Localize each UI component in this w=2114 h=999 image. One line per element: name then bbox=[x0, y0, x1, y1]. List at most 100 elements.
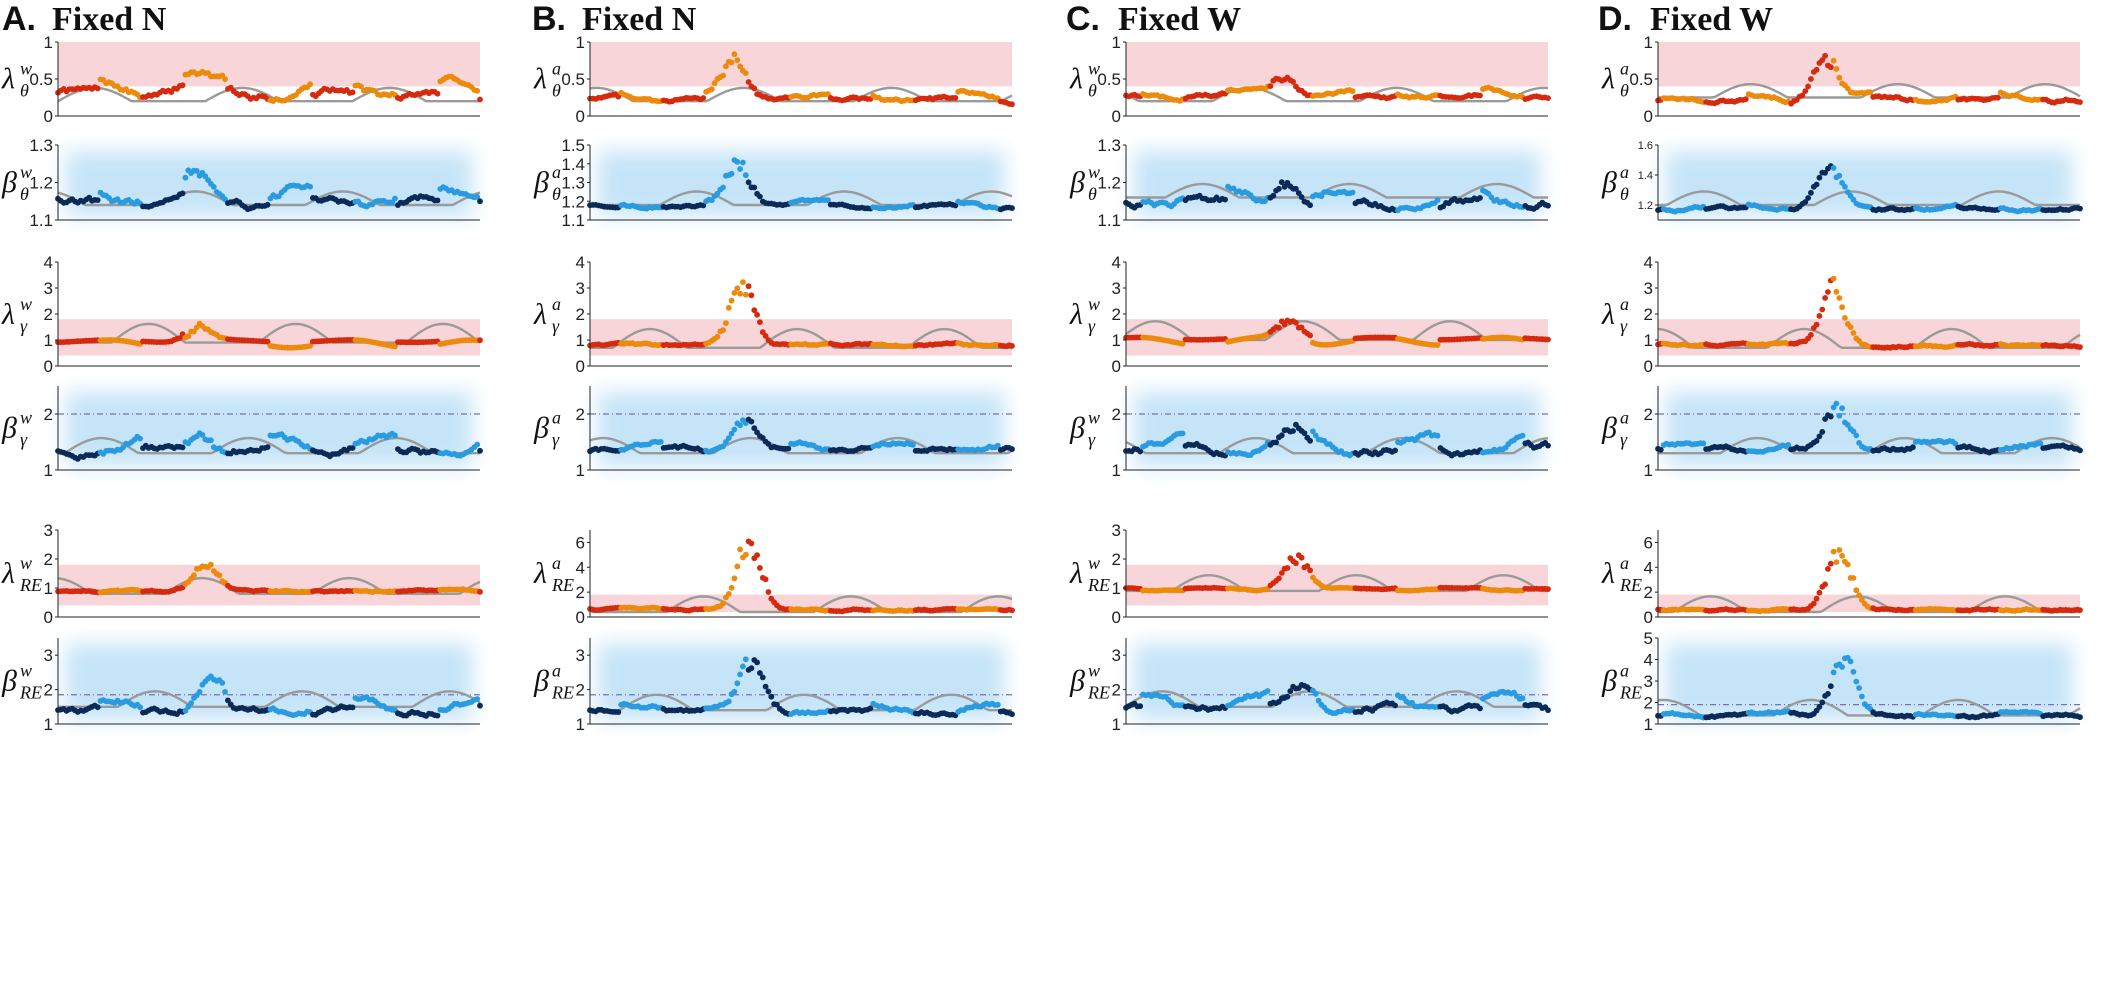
data-point bbox=[711, 80, 718, 87]
data-point bbox=[1009, 607, 1015, 614]
data-point bbox=[1819, 699, 1826, 706]
data-point bbox=[1825, 690, 1831, 697]
data-point bbox=[1833, 66, 1840, 72]
y-axis-label-subscript: γ bbox=[552, 430, 560, 450]
data-point bbox=[1298, 554, 1305, 561]
y-tick-label: 0 bbox=[1112, 357, 1121, 376]
y-tick-label: 3 bbox=[44, 646, 53, 665]
data-point bbox=[1281, 321, 1288, 328]
data-point bbox=[1822, 581, 1828, 588]
y-tick-label: 2 bbox=[1112, 405, 1121, 424]
data-point bbox=[742, 291, 749, 298]
data-point bbox=[1808, 332, 1814, 338]
subplot-c-5: 1 2 3 β wRE bbox=[1069, 638, 1551, 734]
data-point bbox=[728, 430, 735, 437]
subplot-d-5: 1 2 3 4 5 β aRE bbox=[1601, 629, 2083, 734]
data-point bbox=[222, 76, 229, 82]
y-axis-label-subscript: θ bbox=[1088, 80, 1097, 100]
y-axis-label-subscript: RE bbox=[19, 683, 42, 703]
y-axis-label: β bbox=[1601, 166, 1617, 199]
data-point bbox=[2077, 344, 2083, 350]
data-point bbox=[785, 445, 792, 452]
data-point bbox=[199, 432, 206, 438]
data-point bbox=[137, 704, 144, 711]
y-tick-label: 2 bbox=[1112, 550, 1121, 569]
data-point bbox=[1276, 324, 1282, 331]
data-point bbox=[2077, 607, 2083, 613]
y-tick-label: 3 bbox=[1112, 521, 1121, 540]
data-point bbox=[1267, 83, 1274, 89]
data-point bbox=[1839, 405, 1845, 412]
data-point bbox=[1293, 185, 1299, 192]
data-point bbox=[307, 81, 313, 88]
data-point bbox=[1700, 440, 1707, 447]
subplot-b-1: 1.11.21.31.41.5 β aθ bbox=[533, 136, 1015, 230]
data-point bbox=[720, 184, 726, 191]
y-tick-label: 0 bbox=[1644, 608, 1653, 627]
y-tick-label: 1.5 bbox=[561, 136, 585, 155]
data-point bbox=[1349, 189, 1356, 196]
y-tick-label: 2 bbox=[44, 550, 53, 569]
y-tick-label: 0 bbox=[44, 608, 53, 627]
data-point bbox=[1842, 183, 1848, 190]
subplot-d-0: 0 0.5 1 λ aθ bbox=[1601, 33, 2083, 126]
data-point bbox=[1827, 560, 1834, 567]
panel-letter-c: C. bbox=[1066, 0, 1100, 38]
y-axis-label: λ bbox=[533, 298, 547, 331]
data-point bbox=[307, 183, 313, 190]
data-point bbox=[1276, 575, 1282, 582]
data-point bbox=[1853, 678, 1860, 685]
data-point bbox=[1827, 683, 1834, 690]
data-point bbox=[1847, 658, 1854, 665]
data-point bbox=[1307, 437, 1313, 444]
data-point bbox=[1842, 315, 1848, 321]
y-tick-label: 2 bbox=[1112, 305, 1121, 324]
data-point bbox=[731, 426, 738, 433]
data-point bbox=[264, 338, 271, 345]
y-axis-label-subscript: θ bbox=[1620, 184, 1629, 204]
data-point bbox=[1179, 430, 1186, 437]
data-point bbox=[210, 184, 217, 190]
data-point bbox=[474, 441, 481, 448]
data-point bbox=[1298, 194, 1305, 201]
comparison-line bbox=[590, 693, 1012, 712]
data-point bbox=[1805, 195, 1811, 201]
data-point bbox=[477, 198, 483, 205]
data-point bbox=[1434, 432, 1441, 439]
data-point bbox=[1009, 711, 1015, 718]
data-point bbox=[477, 447, 483, 454]
data-point bbox=[751, 425, 758, 432]
y-tick-label: 0 bbox=[576, 107, 585, 126]
data-point bbox=[748, 418, 755, 425]
comparison-line bbox=[1126, 573, 1548, 593]
y-axis-label: λ bbox=[1601, 557, 1615, 590]
data-point bbox=[1847, 324, 1854, 330]
y-tick-label: 2 bbox=[1644, 405, 1653, 424]
y-axis-label-superscript: w bbox=[20, 294, 32, 314]
comparison-line bbox=[58, 436, 480, 455]
data-point bbox=[700, 202, 707, 209]
data-point bbox=[1856, 685, 1862, 691]
y-axis-label: λ bbox=[1, 62, 15, 95]
y-axis-label-superscript: w bbox=[1088, 294, 1100, 314]
data-point bbox=[745, 283, 752, 290]
y-tick-label: 0.5 bbox=[1629, 70, 1653, 89]
subplot-b-5: 1 2 3 β aRE bbox=[533, 638, 1015, 734]
y-axis-label-subscript: RE bbox=[1619, 683, 1642, 703]
data-point bbox=[1009, 205, 1015, 212]
subplot-c-2: 0 1 2 3 4 λ wγ bbox=[1069, 253, 1551, 376]
y-axis-label-superscript: a bbox=[1620, 294, 1629, 314]
y-axis-label-superscript: a bbox=[552, 408, 561, 428]
y-axis-label: β bbox=[1069, 412, 1085, 445]
y-tick-label: 0 bbox=[1112, 608, 1121, 627]
data-point bbox=[768, 693, 775, 700]
y-axis-label: λ bbox=[1, 557, 15, 590]
subplot-c-3: 1 2 β wγ bbox=[1069, 386, 1551, 480]
data-point bbox=[1009, 343, 1015, 349]
y-tick-label: 1 bbox=[44, 331, 53, 350]
data-point bbox=[867, 705, 874, 712]
data-point bbox=[1825, 566, 1831, 572]
